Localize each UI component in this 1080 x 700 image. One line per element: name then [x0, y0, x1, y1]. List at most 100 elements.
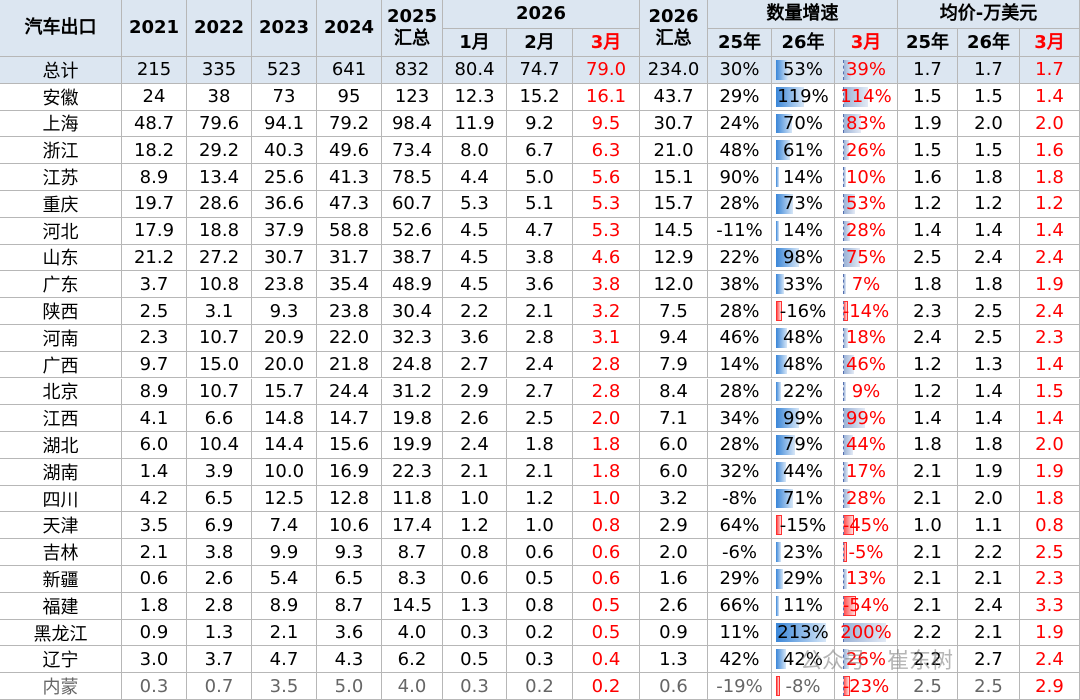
cell-text: 46%	[845, 354, 886, 376]
data-bar	[776, 86, 804, 107]
cell-text: 6.2	[397, 648, 427, 670]
table-cell: 53%	[835, 190, 898, 218]
cell-text: 2.0	[1035, 434, 1064, 456]
data-bar	[843, 676, 850, 696]
table-cell: 3.8	[507, 244, 573, 272]
cell-text: 吉林	[42, 543, 79, 565]
cell-text: 3.0	[139, 648, 169, 670]
cell-text: 1.8	[591, 461, 621, 483]
data-bar	[776, 301, 782, 321]
cell-text: 42%	[782, 648, 823, 670]
cell-text: 2.1	[525, 300, 554, 322]
table-cell: -54%	[835, 592, 898, 620]
cell-text: 2.1	[460, 461, 489, 483]
cell-text: 3月	[1034, 31, 1065, 53]
table-cell: 6.2	[382, 646, 443, 674]
cell-text: 1.3	[659, 648, 688, 670]
table-cell: 11.9	[443, 110, 507, 138]
cell-text: 4.7	[525, 220, 554, 242]
header-cell: 26年	[958, 29, 1020, 57]
table-cell: 523	[252, 57, 317, 84]
cell-text: 3.3	[1035, 595, 1064, 617]
cell-text: 0.6	[525, 541, 554, 563]
cell-text: 0.4	[591, 648, 621, 670]
table-cell: 28%	[708, 432, 772, 459]
data-bar	[843, 247, 860, 268]
table-cell: -19%	[708, 673, 772, 700]
table-cell: 2.8	[573, 351, 640, 379]
table-cell: 3.5	[122, 512, 187, 540]
cell-text: 48%	[719, 139, 760, 161]
cell-text: 3月	[850, 31, 882, 53]
table-cell: 10.0	[252, 458, 317, 486]
table-cell: 2.9	[443, 378, 507, 406]
table-cell: 1.4	[1020, 351, 1080, 379]
cell-text: 12.8	[328, 488, 370, 510]
header-cell: 2月	[507, 29, 573, 57]
cell-text: 1.4	[974, 380, 1003, 402]
cell-text: 44%	[782, 461, 823, 483]
cell-text: 3.6	[525, 273, 554, 295]
row-label: 黑龙江	[0, 619, 122, 647]
table-cell: 10.7	[187, 324, 252, 352]
table-cell: 61%	[772, 137, 835, 165]
cell-text: 上海	[42, 114, 79, 136]
cell-text: 1.4	[913, 407, 942, 429]
cell-text: 11%	[719, 622, 760, 644]
cell-text: 2.9	[1035, 675, 1064, 697]
table-cell: 90%	[708, 164, 772, 191]
cell-text: 12.9	[653, 246, 694, 268]
header-cell: 3月	[835, 29, 898, 57]
cell-text: 9.3	[269, 300, 299, 322]
data-bar	[843, 408, 865, 429]
cell-text: 0.6	[139, 568, 169, 590]
row-label: 内蒙	[0, 673, 122, 700]
cell-text: 福建	[42, 596, 79, 618]
cell-text: 1.6	[659, 568, 688, 590]
table-cell: 1.6	[640, 566, 708, 593]
cell-text: 汇总	[394, 28, 430, 49]
table-cell: 44%	[772, 458, 835, 486]
cell-text: 2.4	[913, 327, 942, 349]
cell-text: 95	[337, 86, 361, 108]
table-cell: 8.9	[252, 592, 317, 620]
table-cell: 114%	[835, 83, 898, 111]
table-cell: 4.7	[252, 646, 317, 674]
table-cell: 1.4	[1020, 83, 1080, 111]
table-cell: 28%	[708, 298, 772, 325]
table-cell: 17.4	[382, 512, 443, 540]
cell-text: 1.5	[974, 86, 1003, 108]
cell-text: 4.0	[397, 675, 427, 697]
row-label: 河南	[0, 324, 122, 352]
cell-text: 2.5	[525, 407, 554, 429]
table-cell: 0.8	[443, 539, 507, 567]
cell-text: -8%	[721, 488, 758, 510]
cell-text: 2.0	[974, 488, 1003, 510]
cell-text: 1.3	[204, 622, 234, 644]
table-cell: 48.9	[382, 271, 443, 299]
table-cell: 8.9	[122, 164, 187, 191]
cell-text: 7.5	[659, 300, 688, 322]
table-cell: 26%	[835, 646, 898, 674]
table-cell: 2.4	[1020, 298, 1080, 325]
table-cell: 3.7	[122, 271, 187, 299]
cell-text: 42%	[719, 648, 760, 670]
header-cell: 2025 汇总	[382, 0, 443, 57]
cell-text: 2026	[515, 3, 567, 24]
cell-text: 2.0	[1035, 112, 1064, 134]
cell-text: 7.1	[659, 407, 688, 429]
cell-text: 19.9	[391, 434, 433, 456]
table-cell: 14.8	[252, 405, 317, 433]
cell-text: 1.4	[1035, 86, 1064, 108]
table-cell: 14%	[708, 351, 772, 379]
cell-text: 5.0	[334, 675, 364, 697]
table-cell: 0.8	[507, 592, 573, 620]
cell-text: 25年	[905, 31, 950, 53]
cell-text: 3.6	[460, 327, 489, 349]
table-cell: 2.3	[898, 298, 958, 325]
table-cell: 1.4	[1020, 217, 1080, 245]
table-cell: 2.5	[898, 244, 958, 272]
cell-text: 1.4	[1035, 407, 1064, 429]
cell-text: -6%	[721, 541, 758, 563]
row-label: 总计	[0, 57, 122, 84]
